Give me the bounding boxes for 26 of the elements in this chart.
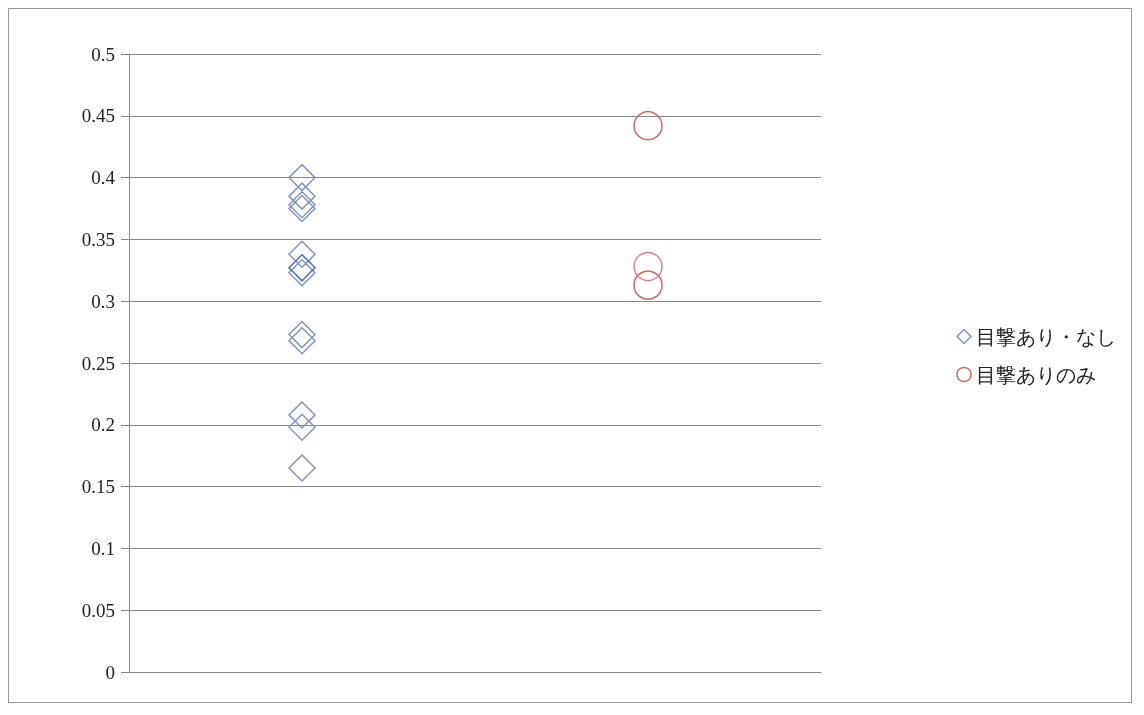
legend-label: 目撃あり・なし [976, 325, 1116, 348]
point [288, 254, 316, 282]
point [288, 454, 316, 482]
y-tick-label: 0.05 [81, 599, 115, 621]
y-tick-label: 0.15 [81, 476, 115, 498]
point [633, 251, 663, 282]
point [288, 182, 316, 210]
y-tick-label: 0.2 [91, 414, 115, 436]
y-tick-label: 0.35 [81, 228, 115, 250]
y-tick-label: 0.1 [91, 537, 115, 559]
point [288, 413, 316, 442]
point [288, 327, 316, 355]
y-tick-label: 0.5 [91, 43, 115, 65]
point [633, 270, 663, 300]
y-tick-label: 0.3 [91, 290, 115, 312]
point [633, 110, 663, 141]
point [288, 401, 316, 429]
y-tick-label: 0.4 [91, 167, 116, 189]
point [288, 163, 316, 192]
y-tick-label: 0.25 [81, 352, 115, 374]
point [288, 259, 316, 287]
legend-label: 目撃ありのみ [976, 363, 1096, 386]
point [288, 320, 316, 349]
y-tick-label: 0.45 [81, 105, 115, 127]
y-tick-label: 0 [105, 661, 115, 683]
point [288, 240, 316, 268]
